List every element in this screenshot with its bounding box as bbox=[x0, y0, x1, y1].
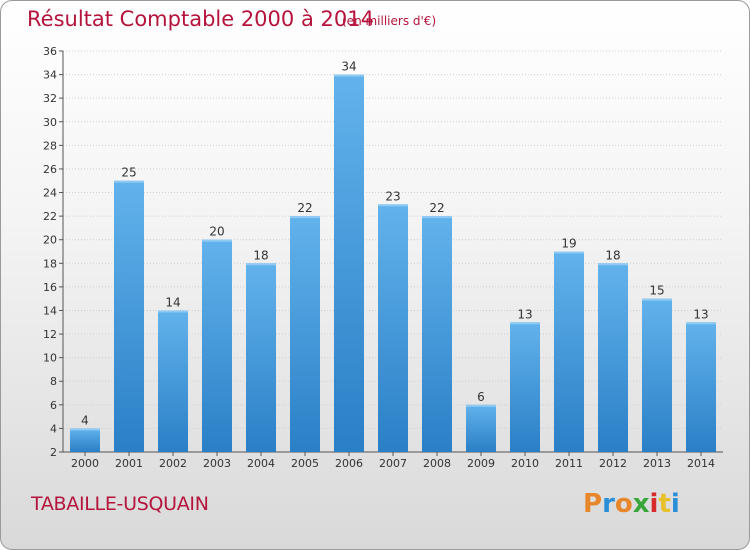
bar-highlight bbox=[598, 263, 628, 266]
y-tick-label: 18 bbox=[43, 257, 57, 270]
data-label: 18 bbox=[253, 248, 268, 262]
bar-2007 bbox=[378, 204, 408, 452]
bar-highlight bbox=[510, 322, 540, 325]
x-tick-label: 2014 bbox=[687, 457, 715, 470]
bar-highlight bbox=[466, 404, 496, 407]
x-tick-label: 2013 bbox=[643, 457, 671, 470]
data-label: 13 bbox=[517, 307, 532, 321]
bar-2013 bbox=[642, 298, 672, 452]
data-label: 4 bbox=[81, 413, 89, 427]
logo-letter: o bbox=[614, 489, 633, 519]
data-label: 15 bbox=[649, 284, 664, 298]
bar-2011 bbox=[554, 251, 584, 452]
bar-2009 bbox=[466, 404, 496, 452]
y-tick-label: 20 bbox=[43, 234, 57, 247]
bar-highlight bbox=[554, 251, 584, 254]
x-tick-label: 2008 bbox=[423, 457, 451, 470]
data-label: 34 bbox=[341, 60, 356, 74]
y-tick-label: 4 bbox=[50, 422, 57, 435]
logo-letter: t bbox=[658, 489, 671, 519]
x-tick-label: 2000 bbox=[71, 457, 99, 470]
bar-highlight bbox=[378, 204, 408, 207]
x-tick-label: 2006 bbox=[335, 457, 363, 470]
bar-highlight bbox=[202, 239, 232, 242]
data-label: 22 bbox=[429, 201, 444, 215]
x-tick-label: 2010 bbox=[511, 457, 539, 470]
y-tick-label: 26 bbox=[43, 163, 57, 176]
y-tick-label: 30 bbox=[43, 116, 57, 129]
y-tick-label: 12 bbox=[43, 328, 57, 341]
x-tick-label: 2005 bbox=[291, 457, 319, 470]
x-tick-label: 2012 bbox=[599, 457, 627, 470]
data-label: 13 bbox=[693, 307, 708, 321]
bar-2008 bbox=[422, 216, 452, 452]
y-tick-label: 8 bbox=[50, 375, 57, 388]
bar-2012 bbox=[598, 263, 628, 452]
y-tick-label: 16 bbox=[43, 281, 57, 294]
x-tick-label: 2007 bbox=[379, 457, 407, 470]
y-tick-label: 32 bbox=[43, 92, 57, 105]
bar-2001 bbox=[114, 180, 144, 452]
y-tick-label: 10 bbox=[43, 352, 57, 365]
x-tick-label: 2009 bbox=[467, 457, 495, 470]
data-label: 14 bbox=[165, 295, 180, 309]
bar-highlight bbox=[334, 74, 364, 77]
chart-unit: (en milliers d'€) bbox=[342, 14, 437, 28]
logo-letter: i bbox=[649, 489, 659, 519]
bar-2002 bbox=[158, 310, 188, 452]
x-tick-label: 2001 bbox=[115, 457, 143, 470]
bar-2005 bbox=[290, 216, 320, 452]
data-label: 20 bbox=[209, 225, 224, 239]
logo-letter: x bbox=[632, 489, 650, 519]
data-label: 19 bbox=[561, 237, 576, 251]
data-label: 25 bbox=[121, 166, 136, 180]
bar-2006 bbox=[334, 74, 364, 453]
y-tick-label: 14 bbox=[43, 304, 57, 317]
chart-title: Résultat Comptable 2000 à 2014 bbox=[27, 7, 374, 31]
y-tick-label: 22 bbox=[43, 210, 57, 223]
bar-2000 bbox=[70, 428, 100, 452]
data-label: 23 bbox=[385, 189, 400, 203]
bar-highlight bbox=[70, 428, 100, 431]
data-label: 6 bbox=[477, 390, 485, 404]
data-label: 18 bbox=[605, 248, 620, 262]
bar-highlight bbox=[158, 310, 188, 313]
bar-2014 bbox=[686, 322, 716, 452]
data-label: 22 bbox=[297, 201, 312, 215]
logo-letter: r bbox=[602, 489, 615, 519]
y-tick-label: 34 bbox=[43, 69, 57, 82]
bar-2003 bbox=[202, 239, 232, 452]
bar-highlight bbox=[246, 263, 276, 266]
x-tick-label: 2003 bbox=[203, 457, 231, 470]
bar-highlight bbox=[290, 216, 320, 219]
bar-highlight bbox=[686, 322, 716, 325]
bar-2010 bbox=[510, 322, 540, 452]
bar-highlight bbox=[642, 298, 672, 301]
bar-highlight bbox=[114, 180, 144, 183]
y-tick-label: 28 bbox=[43, 139, 57, 152]
proxiti-logo[interactable]: Proxiti bbox=[583, 489, 680, 519]
x-tick-label: 2004 bbox=[247, 457, 275, 470]
x-tick-label: 2011 bbox=[555, 457, 583, 470]
y-tick-label: 6 bbox=[50, 399, 57, 412]
logo-letter: P bbox=[583, 489, 603, 519]
y-tick-label: 24 bbox=[43, 187, 57, 200]
town-name: TABAILLE-USQUAIN bbox=[31, 493, 209, 515]
bar-2004 bbox=[246, 263, 276, 452]
bar-highlight bbox=[422, 216, 452, 219]
y-tick-label: 2 bbox=[50, 446, 57, 459]
logo-letter: i bbox=[670, 489, 680, 519]
y-tick-label: 36 bbox=[43, 45, 57, 58]
x-tick-label: 2002 bbox=[159, 457, 187, 470]
